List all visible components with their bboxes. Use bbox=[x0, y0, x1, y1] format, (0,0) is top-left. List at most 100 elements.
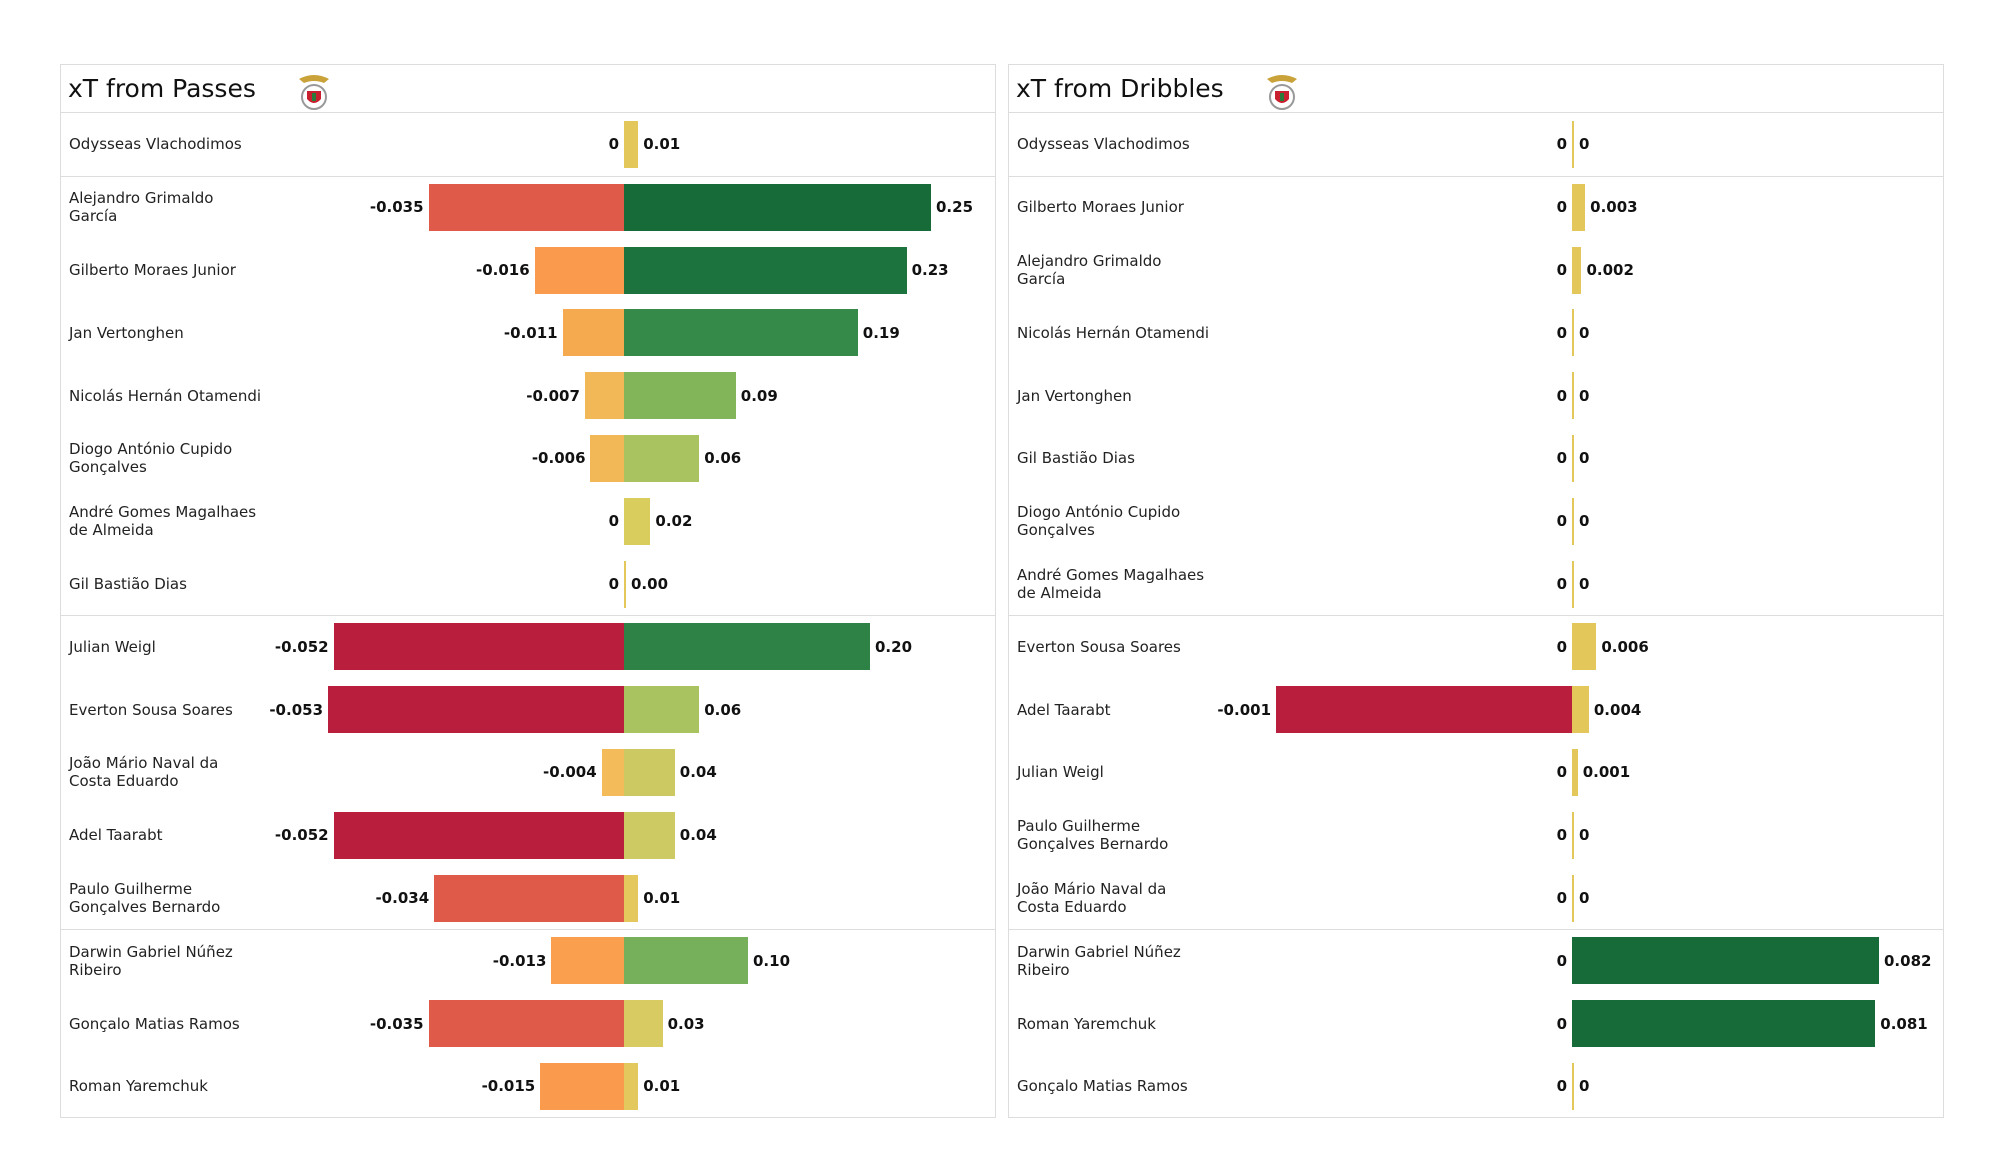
negative-bar bbox=[601, 748, 624, 796]
crest bbox=[1266, 74, 1297, 110]
positive-bar bbox=[624, 937, 748, 985]
player-name: Nicolás Hernán Otamendi bbox=[1017, 323, 1210, 342]
negative-label: -0.052 bbox=[274, 637, 329, 656]
crest bbox=[298, 74, 329, 110]
negative-label: 0 bbox=[1556, 889, 1567, 907]
negative-label: -0.016 bbox=[475, 261, 530, 279]
group-separator bbox=[61, 175, 995, 177]
player-name: Julian Weigl bbox=[69, 637, 156, 656]
negative-label: 0 bbox=[1556, 826, 1567, 845]
player-name: Gil Bastião Dias bbox=[69, 575, 187, 593]
negative-bar bbox=[428, 183, 624, 231]
positive-label: 0 bbox=[1579, 512, 1590, 531]
positive-bar bbox=[1572, 246, 1582, 294]
positive-bar bbox=[624, 372, 736, 420]
negative-bar bbox=[333, 811, 624, 859]
player-name: Paulo Guilherme Gonçalves Bernardo bbox=[69, 880, 221, 916]
positive-label: 0.004 bbox=[1593, 700, 1642, 719]
negative-bar bbox=[584, 372, 624, 420]
positive-label: 0.06 bbox=[704, 700, 742, 719]
player-name: Darwin Gabriel Núñez Ribeiro bbox=[69, 942, 233, 979]
panel: xT from Passes Odysseas Vlachodimos 0 0.01… bbox=[60, 64, 996, 1118]
positive-bar bbox=[1572, 686, 1589, 734]
positive-bar bbox=[1572, 434, 1574, 482]
positive-bar bbox=[624, 434, 700, 482]
negative-label: -0.011 bbox=[503, 323, 558, 342]
negative-label: 0 bbox=[608, 512, 619, 531]
group-separator bbox=[1009, 175, 1943, 177]
positive-label: 0 bbox=[1579, 135, 1590, 154]
player-name: Gilberto Moraes Junior bbox=[69, 261, 236, 279]
negative-label: -0.035 bbox=[369, 198, 424, 217]
positive-label: 0.006 bbox=[1601, 637, 1649, 656]
negative-label: 0 bbox=[1556, 1014, 1567, 1033]
player-name: Roman Yaremchuk bbox=[69, 1077, 208, 1096]
negative-bar bbox=[540, 1062, 624, 1110]
player-name: Roman Yaremchuk bbox=[1017, 1014, 1156, 1033]
positive-bar bbox=[1572, 748, 1578, 796]
positive-label: 0 bbox=[1579, 826, 1590, 845]
positive-bar bbox=[624, 309, 858, 357]
player-name: André Gomes Magalhaes de Almeida bbox=[1017, 566, 1205, 602]
positive-label: 0 bbox=[1579, 386, 1590, 405]
positive-label: 0.00 bbox=[631, 575, 669, 593]
negative-label: 0 bbox=[608, 575, 619, 593]
player-name: André Gomes Magalhaes de Almeida bbox=[69, 503, 257, 540]
player-name: Odysseas Vlachodimos bbox=[1017, 135, 1190, 154]
positive-bar bbox=[1572, 1000, 1876, 1048]
negative-bar bbox=[562, 309, 624, 357]
player-name: Adel Taarabt bbox=[1017, 700, 1111, 719]
negative-label: -0.013 bbox=[492, 951, 547, 970]
positive-bar bbox=[1572, 120, 1574, 168]
positive-label: 0.01 bbox=[643, 1077, 681, 1096]
negative-label: -0.015 bbox=[481, 1077, 536, 1096]
positive-label: 0 bbox=[1579, 575, 1590, 593]
player-name: Jan Vertonghen bbox=[69, 323, 184, 342]
negative-bar bbox=[328, 686, 624, 734]
positive-bar bbox=[1572, 811, 1574, 859]
negative-label: -0.001 bbox=[1217, 700, 1271, 719]
player-name: Diogo António Cupido Gonçalves bbox=[69, 440, 233, 477]
player-name: Alejandro Grimaldo García bbox=[1017, 252, 1162, 288]
player-name: Everton Sousa Soares bbox=[69, 700, 233, 719]
group-separator bbox=[1009, 615, 1943, 617]
positive-label: 0.03 bbox=[667, 1014, 705, 1033]
positive-bar bbox=[624, 748, 675, 796]
positive-label: 0.06 bbox=[704, 449, 742, 468]
positive-bar bbox=[624, 1062, 639, 1110]
positive-bar bbox=[1572, 309, 1574, 357]
positive-label: 0.25 bbox=[936, 198, 974, 217]
player-name: Gonçalo Matias Ramos bbox=[69, 1014, 240, 1033]
negative-label: -0.053 bbox=[269, 700, 323, 719]
positive-label: 0.23 bbox=[911, 261, 949, 279]
player-name: Jan Vertonghen bbox=[1017, 386, 1132, 405]
negative-label: -0.007 bbox=[526, 386, 580, 405]
positive-bar bbox=[624, 686, 700, 734]
negative-bar bbox=[1276, 686, 1572, 734]
positive-label: 0 bbox=[1579, 323, 1590, 342]
positive-label: 0 bbox=[1579, 1077, 1590, 1096]
negative-label: 0 bbox=[1556, 323, 1567, 342]
positive-bar bbox=[624, 1000, 663, 1048]
player-name: Paulo Guilherme Gonçalves Bernardo bbox=[1017, 817, 1169, 854]
negative-label: 0 bbox=[1556, 763, 1567, 782]
positive-bar bbox=[624, 183, 931, 231]
positive-bar bbox=[1572, 874, 1574, 922]
group-separator bbox=[61, 615, 995, 617]
player-name: Everton Sousa Soares bbox=[1017, 637, 1181, 656]
panel-header: xT from Dribbles bbox=[1009, 65, 1943, 113]
positive-label: 0.19 bbox=[862, 323, 900, 342]
player-name: Gil Bastião Dias bbox=[1017, 449, 1135, 468]
negative-bar bbox=[590, 434, 624, 482]
panel-header: xT from Passes bbox=[61, 65, 995, 113]
negative-label: 0 bbox=[1556, 575, 1567, 593]
player-name: Julian Weigl bbox=[1017, 763, 1104, 782]
negative-label: 0 bbox=[1556, 637, 1567, 656]
negative-bar bbox=[333, 623, 624, 671]
negative-label: 0 bbox=[608, 135, 619, 154]
positive-label: 0.003 bbox=[1590, 198, 1638, 217]
positive-bar bbox=[624, 497, 651, 545]
positive-label: 0.09 bbox=[740, 386, 778, 405]
positive-label: 0.01 bbox=[643, 889, 681, 907]
positive-label: 0.20 bbox=[875, 637, 913, 656]
